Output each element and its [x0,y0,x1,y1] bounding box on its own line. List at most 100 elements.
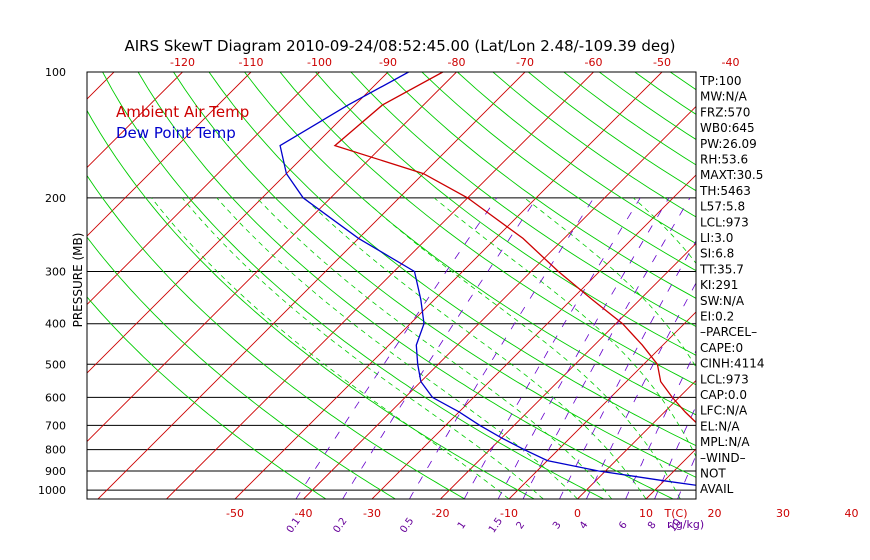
bottom-temp-tick-label: -50 [226,507,244,520]
moist-adiabat-line [361,197,681,499]
stat-item: EL:N/A [700,419,740,433]
dry-adiabat-line [87,236,396,499]
isotherm-line [87,72,252,237]
mixing-ratio-tick-label: 0.2 [331,516,349,535]
mixing-ratio-line [522,197,691,499]
dewpoint-temp-line [279,72,696,486]
pressure-tick-label: 900 [45,465,66,478]
moist-adiabat-line [742,198,817,499]
dry-adiabat-line [87,296,327,499]
stat-item: TH:5463 [699,184,751,198]
isotherm-line [371,174,696,499]
pressure-tick-label: 600 [45,391,66,404]
dry-adiabat-line [87,109,535,499]
pressure-tick-label: 200 [45,192,66,205]
pressure-tick-label: 100 [45,66,66,79]
stat-item: CINH:4114 [700,357,765,371]
bottom-temp-tick-label: 10 [639,507,653,520]
legend-ambient: Ambient Air Temp [116,103,249,121]
mixing-ratio-line [753,198,870,499]
bottom-temp-tick-label: -20 [432,507,450,520]
stat-item: –PARCEL– [700,325,757,339]
mixing-ratio-line [342,197,538,499]
stat-item: LCL:973 [700,372,749,386]
isotherm-line [97,72,526,499]
dry-adiabat-line [244,72,696,416]
stat-item: TP:100 [699,74,742,88]
mixing-ratio-tick-label: 4 [578,520,591,532]
y-axis-label: PRESSURE (MB) [71,233,85,328]
moist-adiabat-line [829,198,851,499]
isotherm-line [577,379,696,499]
mixing-ratio-tick-label: 1 [456,520,469,532]
bottom-temp-tick-label: 30 [776,507,790,520]
isotherm-line [234,72,663,499]
stat-item: EI:0.2 [700,310,734,324]
bottom-temp-tick-label: -40 [295,507,313,520]
stat-item: MW:N/A [700,90,748,104]
top-temp-tick-label: -90 [379,56,397,69]
stat-item: –WIND– [700,451,746,465]
pressure-tick-label: 1000 [38,484,66,497]
isotherm-line [783,72,870,499]
plot-frame [86,71,697,500]
top-temp-tick-label: -70 [516,56,534,69]
mixing-ratio-line [778,198,870,499]
mixing-ratio-line [677,454,696,499]
stat-item: SW:N/A [700,294,745,308]
skewt-grid [87,72,870,499]
pressure-tick-label: 400 [45,318,66,331]
stat-item: WB0:645 [700,121,755,135]
dry-adiabat-line [137,72,674,499]
stat-item: MAXT:30.5 [700,168,763,182]
stat-item: AVAIL [700,482,734,496]
dry-adiabat-line [457,72,696,245]
mixing-ratio-tick-label: 6 [617,520,630,532]
dry-adiabat-line [777,72,870,499]
isotherm-line [87,72,457,443]
bottom-temp-tick-label: 0 [574,507,581,520]
dry-adiabat-line [741,72,870,499]
moist-adiabat-line [216,197,578,499]
stat-item: RH:53.6 [700,153,748,167]
top-temp-tick-label: -110 [239,56,264,69]
isotherm-line [645,448,696,499]
stat-item: TT:35.7 [699,262,744,276]
profile-lines [279,72,696,486]
stat-item: PW:26.09 [700,137,757,151]
moist-adiabat-line [151,197,510,499]
dry-adiabat-line [421,72,696,272]
dry-adiabat-line [102,72,604,499]
dry-adiabat-line [173,72,696,478]
stat-item: CAP:0.0 [700,388,747,402]
mixing-ratio-tick-label: 0.5 [398,516,416,535]
bottom-temp-tick-label: 40 [845,507,859,520]
top-temp-tick-label: -60 [585,56,603,69]
mixing-ratio-tick-label: 2 [515,520,528,532]
stat-item: LI:3.0 [700,231,733,245]
top-temp-tick-label: -40 [722,56,740,69]
stat-item: LCL:973 [700,215,749,229]
isotherm-line [87,72,320,306]
stat-item: LFC:N/A [700,404,748,418]
pressure-tick-label: 700 [45,419,66,432]
moist-adiabat-line [304,197,647,499]
isotherm-line [87,72,115,100]
stat-item: CAPE:0 [700,341,743,355]
pressure-tick-label: 800 [45,444,66,457]
dry-adiabat-line [386,72,696,299]
stat-item: MPL:N/A [700,435,750,449]
isotherm-line [303,105,696,499]
moist-adiabat-line [181,197,544,499]
stat-item: FRZ:570 [700,105,750,119]
top-temp-tick-label: -80 [448,56,466,69]
mixing-ratio-line [832,198,870,499]
isotherm-line [508,311,696,499]
stat-item: KI:291 [700,278,738,292]
bottom-temp-tick-label: 20 [708,507,722,520]
bottom-temp-tick-label: -30 [363,507,381,520]
pressure-tick-label: 500 [45,358,66,371]
top-temp-tick-label: -120 [170,56,195,69]
isotherm-line [166,72,594,499]
